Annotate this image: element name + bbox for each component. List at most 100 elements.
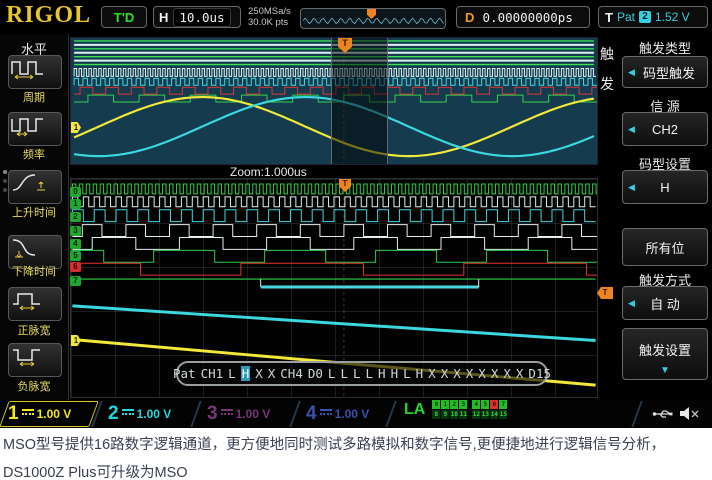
ch4-number: 4 <box>306 403 317 424</box>
main-ch1-marker[interactable]: 1 <box>71 122 81 133</box>
la-channel-3[interactable]: 3 <box>459 400 468 409</box>
la-channel-7[interactable]: 7 <box>499 400 508 409</box>
trigger-type-button[interactable]: ◀ 码型触发 <box>622 56 708 88</box>
frequency-icon <box>11 118 43 137</box>
ch3-scale: 1.00 V <box>235 406 271 421</box>
source-value: CH2 <box>651 121 678 137</box>
period-icon <box>11 61 43 80</box>
channel-block-1[interactable]: 1 1.00 V <box>8 400 71 427</box>
la-channel-14[interactable]: 14 <box>490 410 499 419</box>
measure-button-period[interactable] <box>8 55 62 89</box>
d4-channel-tag[interactable]: 4 <box>70 239 81 249</box>
neg-width-icon <box>13 349 40 367</box>
trigger-source-badge: 2 <box>638 11 651 23</box>
trigger-status-text: T'D <box>113 9 135 25</box>
main-waveform-view: T 1 <box>70 37 598 165</box>
pattern-token: L <box>403 366 411 381</box>
source-button[interactable]: ◀ CH2 <box>622 112 708 146</box>
sample-rate-block: 250MSa/s 30.0K pts <box>248 6 291 28</box>
pattern-token: L <box>365 366 374 381</box>
la-channel-15[interactable]: 15 <box>499 410 508 419</box>
pattern-setting-button[interactable]: ◀ H <box>622 170 708 204</box>
d5-channel-tag[interactable]: 5 <box>70 251 81 261</box>
pattern-token: H <box>415 366 424 381</box>
trigger-level-value: 1.52 V <box>654 10 690 24</box>
la-channel-1[interactable]: 1 <box>441 400 450 409</box>
trigger-tab-char2: 发 <box>600 76 614 92</box>
la-channel-2[interactable]: 2 <box>450 400 459 409</box>
pattern-token: H <box>390 366 399 381</box>
top-bar: RIGOL T'D H 10.0us 250MSa/s 30.0K pts D … <box>0 0 712 34</box>
measure-label-neg-width: 负脉宽 <box>17 381 51 393</box>
measure-label-frequency: 频率 <box>23 149 45 161</box>
d6-channel-tag[interactable]: 6 <box>70 262 81 272</box>
left-arrow-icon: ◀ <box>628 297 635 308</box>
zoom-window-region[interactable] <box>331 38 388 164</box>
timebase-box[interactable]: H 10.0us <box>153 6 241 28</box>
la-channel-0[interactable]: 0 <box>432 400 441 409</box>
pattern-token: X <box>440 366 449 381</box>
delay-value: 0.00000000ps <box>482 9 573 25</box>
trigger-menu-panel: 触发类型 ◀ 码型触发 信 源 ◀ CH2 码型设置 ◀ H 所有位 触发方式 … <box>618 34 712 400</box>
trigger-settings-button[interactable]: 触发设置 ▼ <box>622 328 708 380</box>
d0-channel-tag[interactable]: 0 <box>70 187 81 197</box>
pattern-readout: Pat CH1 L H X X CH4 D0 L L L L H H L H X X X X X X X X D15 <box>173 361 551 386</box>
chevron-down-icon: ▼ <box>660 365 670 376</box>
sweep-mode-button[interactable]: ◀ 自 动 <box>622 286 708 320</box>
pattern-token: X <box>490 366 499 381</box>
la-channel-6[interactable]: 6 <box>490 400 499 409</box>
trigger-level-marker[interactable]: T <box>597 287 613 299</box>
la-channel-13[interactable]: 13 <box>481 410 490 419</box>
trigger-info-box[interactable]: T Pat 2 1.52 V <box>598 6 708 28</box>
measure-button-fall-time[interactable] <box>8 235 62 269</box>
trigger-tab-char1: 触 <box>600 46 614 62</box>
channel-block-2[interactable]: 2 1.00 V <box>108 400 171 427</box>
d7-channel-tag[interactable]: 7 <box>70 276 81 286</box>
channel-block-3[interactable]: 3 1.00 V <box>207 400 270 427</box>
usb-icon <box>652 410 673 418</box>
waveform-preview-bar[interactable] <box>300 8 446 29</box>
d1-channel-tag[interactable]: 1 <box>70 199 81 209</box>
measure-button-frequency[interactable] <box>8 112 62 146</box>
ch2-scale: 1.00 V <box>136 406 172 421</box>
pattern-token: L <box>340 366 348 381</box>
d2-channel-tag[interactable]: 2 <box>70 212 81 222</box>
dc-coupling-icon <box>319 409 332 418</box>
ch1-scale: 1.00 V <box>36 406 72 421</box>
measure-sidebar-title: 水平 <box>20 42 47 57</box>
dc-coupling-icon <box>121 409 134 418</box>
trigger-type-short: Pat <box>616 10 635 24</box>
pattern-token: X <box>267 366 276 381</box>
main-trigger-marker[interactable]: T <box>338 38 352 53</box>
left-arrow-icon: ◀ <box>628 123 635 134</box>
la-channel-4[interactable]: 4 <box>472 400 481 409</box>
channel-block-4[interactable]: 4 1.00 V <box>306 400 369 427</box>
sweep-mode-header: 触发方式 <box>638 273 691 288</box>
la-channel-10[interactable]: 10 <box>450 410 459 419</box>
all-bits-button[interactable]: 所有位 <box>622 228 708 266</box>
la-channel-8[interactable]: 8 <box>432 410 441 419</box>
preview-trigger-position-marker[interactable] <box>367 9 376 19</box>
la-channel-12[interactable]: 12 <box>472 410 481 419</box>
la-channel-11[interactable]: 11 <box>459 410 468 419</box>
zoom-trigger-marker[interactable]: T <box>339 179 351 192</box>
pattern-token: L <box>228 366 236 381</box>
pattern-token: X <box>503 366 511 381</box>
sample-rate: 250MSa/s <box>248 6 291 17</box>
measure-button-neg-width[interactable] <box>8 343 62 377</box>
trigger-type-value: 码型触发 <box>642 65 695 81</box>
measure-button-pos-width[interactable] <box>8 287 62 321</box>
delay-box[interactable]: D 0.00000000ps <box>456 6 590 28</box>
timebase-value: 10.0us <box>173 7 231 27</box>
left-arrow-icon: ◀ <box>628 181 635 192</box>
rise-time-icon <box>12 174 45 191</box>
zoom-ch1-marker[interactable]: 1 <box>71 335 81 346</box>
la-channel-9[interactable]: 9 <box>441 410 450 419</box>
d3-channel-tag[interactable]: 3 <box>70 226 81 236</box>
measure-button-rise-time[interactable] <box>8 170 62 204</box>
la-channel-5[interactable]: 5 <box>481 400 490 409</box>
pattern-token: X <box>428 366 436 381</box>
